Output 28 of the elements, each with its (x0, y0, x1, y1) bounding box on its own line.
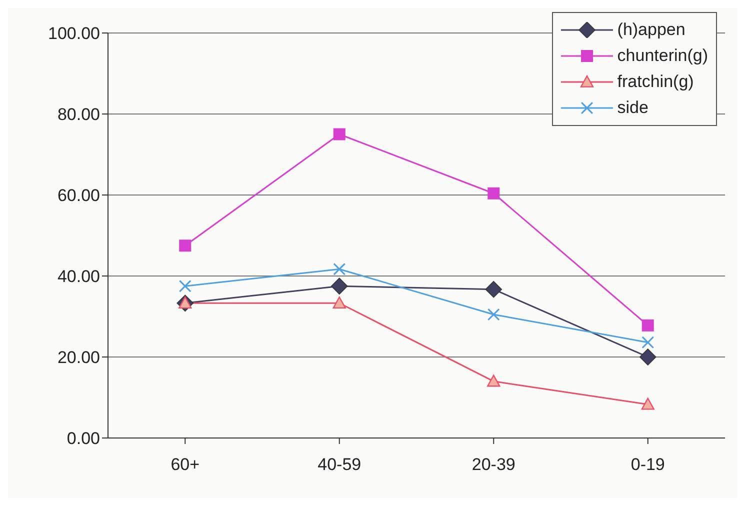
legend-label: side (617, 98, 648, 118)
legend-label: fratchin(g) (617, 72, 694, 92)
y-tick-label: 80.00 (57, 105, 100, 124)
point (332, 296, 346, 309)
x-tick-label: 0-19 (630, 455, 665, 474)
legend-label: chunterin(g) (617, 46, 708, 66)
y-tick-label: 0.00 (66, 429, 100, 448)
point (488, 308, 500, 320)
y-tick-label: 60.00 (57, 186, 100, 206)
x-tick-label: 20-39 (472, 455, 516, 474)
point (642, 319, 654, 332)
point (179, 280, 192, 292)
point (641, 398, 654, 410)
point (488, 187, 500, 200)
y-tick-label: 20.00 (57, 348, 100, 368)
legend-label: (h)appen (617, 20, 686, 40)
point (642, 336, 654, 348)
point (639, 348, 656, 366)
x-tick-label: 40-59 (318, 455, 362, 474)
point (485, 280, 502, 298)
point (333, 263, 346, 276)
point (333, 128, 346, 140)
point (487, 374, 500, 387)
y-tick-label: 100.00 (48, 24, 100, 44)
y-tick-label: 40.00 (57, 267, 100, 286)
point (179, 240, 192, 252)
x-tick-label: 60+ (170, 455, 200, 474)
point (330, 278, 348, 295)
